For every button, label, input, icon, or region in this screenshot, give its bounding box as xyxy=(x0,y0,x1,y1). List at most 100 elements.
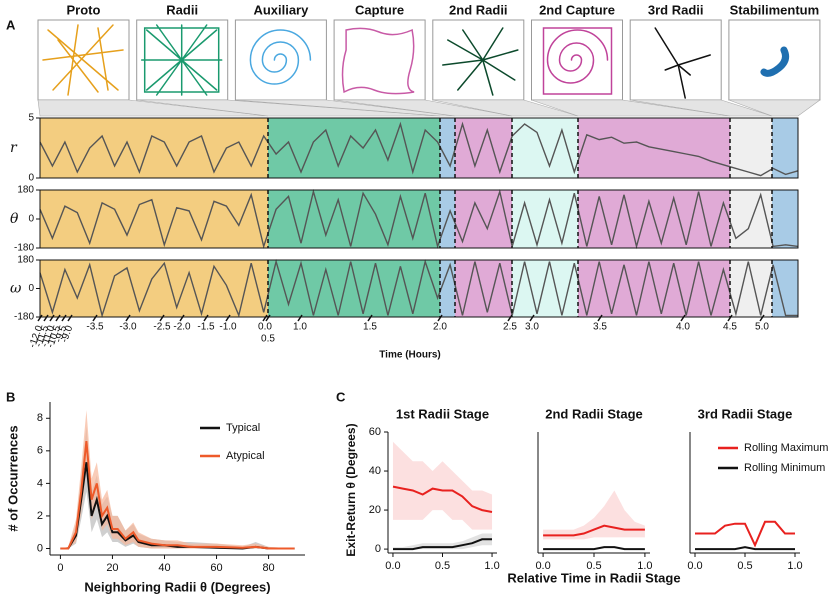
series-line xyxy=(543,524,645,537)
x-tick-label: -3.5 xyxy=(86,322,104,333)
thumbnail-frame xyxy=(234,19,327,101)
trace xyxy=(39,258,798,318)
trace xyxy=(39,188,799,250)
x-tick-label: 2.0 xyxy=(433,322,447,333)
x-tick xyxy=(67,314,73,322)
stage-region xyxy=(455,190,512,248)
y-tick-label: 40 xyxy=(369,465,381,477)
thumbnail-frame xyxy=(333,19,426,101)
y-tick-label: 4 xyxy=(37,477,43,489)
x-tick-label: 0 xyxy=(57,562,63,574)
track-ylabel: ω xyxy=(10,281,22,297)
legend-label: Typical xyxy=(226,422,260,434)
x-tick-label: 2.5 xyxy=(503,322,517,333)
panel-label: C xyxy=(336,389,346,404)
x-tick xyxy=(727,314,733,322)
x-tick-label: 3.5 xyxy=(593,322,607,333)
y-tick-label: 2 xyxy=(37,510,43,522)
series-line xyxy=(543,546,645,551)
x-tick-label: 0.0 xyxy=(385,560,400,572)
web-sketch xyxy=(249,29,312,85)
y-tick-label: 0 xyxy=(375,543,381,555)
x-tick-label: 5.0 xyxy=(755,322,769,333)
x-tick-label: 0.5 xyxy=(261,334,275,345)
thumbnail-frame xyxy=(531,19,623,101)
y-tick-label: -180 xyxy=(14,243,34,254)
series-line xyxy=(60,440,295,550)
y-tick-label: 0 xyxy=(37,542,43,554)
thumbnail xyxy=(341,27,415,95)
x-tick-label: -3.0 xyxy=(119,322,137,333)
stage-region xyxy=(772,118,798,178)
stage-region xyxy=(268,190,440,248)
chart-title: 1st Radii Stage xyxy=(396,406,489,421)
track-frame xyxy=(39,259,799,318)
x-tick-label: -2.0 xyxy=(173,322,191,333)
stage-title: 2nd Radii xyxy=(449,2,508,17)
x-axis-label: Time (Hours) xyxy=(379,350,441,361)
stage-region xyxy=(40,260,268,317)
x-tick xyxy=(367,314,373,322)
x-tick-label: 0.0 xyxy=(258,322,272,333)
x-tick-label: 1.0 xyxy=(293,322,307,333)
x-tick-label: -2.5 xyxy=(153,322,171,333)
x-tick-label: 40 xyxy=(158,562,170,574)
trace xyxy=(39,121,799,177)
y-tick-label: -180 xyxy=(14,312,34,323)
y-tick-label: 0 xyxy=(28,214,34,225)
thumbnail xyxy=(654,27,711,99)
track-ylabel: θ xyxy=(10,211,19,227)
x-tick xyxy=(203,314,209,322)
stage-region xyxy=(40,190,268,248)
stage-title: 2nd Capture xyxy=(539,2,615,17)
stage-region xyxy=(730,190,772,248)
y-tick-label: 5 xyxy=(28,113,34,124)
y-tick-label: 180 xyxy=(17,185,34,196)
x-tick xyxy=(529,314,535,322)
stage-region xyxy=(772,190,798,248)
web-sketch xyxy=(140,24,223,96)
y-tick-label: 6 xyxy=(37,445,43,457)
x-tick-label: 1.5 xyxy=(363,322,377,333)
x-tick-label: 1.0 xyxy=(787,560,802,572)
chart-title: 3rd Radii Stage xyxy=(698,406,793,421)
x-tick-label: 0.0 xyxy=(687,560,702,572)
x-axis-label: Relative Time in Radii Stage xyxy=(507,570,680,585)
thumbnail-frame xyxy=(728,19,821,101)
x-tick-label: 4.0 xyxy=(676,322,690,333)
band xyxy=(392,441,493,530)
x-tick-label: 0.5 xyxy=(737,560,752,572)
x-tick-label: 3.0 xyxy=(525,322,539,333)
x-tick xyxy=(179,314,185,322)
stage-title: Stabilimentum xyxy=(730,2,820,17)
x-tick xyxy=(507,314,513,322)
x-tick xyxy=(297,314,303,322)
thumbnail xyxy=(140,24,223,96)
x-tick-label: 20 xyxy=(106,562,118,574)
series-line xyxy=(695,520,795,548)
chart-title: 2nd Radii Stage xyxy=(545,406,643,421)
series-line xyxy=(393,538,492,551)
web-sketch xyxy=(542,27,613,95)
track-frame xyxy=(39,117,799,179)
x-tick xyxy=(225,314,231,322)
track-ylabel: r xyxy=(10,140,18,156)
x-tick xyxy=(597,314,603,322)
x-tick-label: 1.0 xyxy=(484,560,499,572)
x-tick xyxy=(92,314,98,322)
web-sketch xyxy=(760,46,790,77)
y-tick-label: 60 xyxy=(369,426,381,438)
stage-region xyxy=(455,118,512,178)
x-tick-label: -1.5 xyxy=(197,322,215,333)
panel-label: B xyxy=(6,389,15,404)
panel-label: A xyxy=(6,17,16,32)
x-tick xyxy=(55,314,61,322)
stage-title: Radii xyxy=(166,2,198,17)
stage-title: Proto xyxy=(67,2,101,17)
stage-region xyxy=(440,118,455,178)
connector xyxy=(728,99,821,117)
stage-region xyxy=(512,190,578,248)
web-sketch xyxy=(442,27,519,96)
x-tick-label: 0.5 xyxy=(586,560,601,572)
